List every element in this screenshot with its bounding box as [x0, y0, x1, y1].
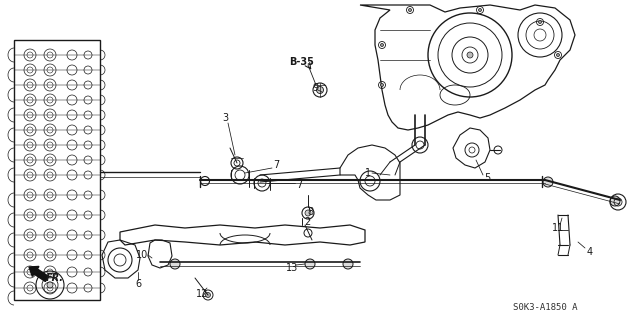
Text: 13: 13 — [286, 263, 298, 273]
Circle shape — [381, 84, 383, 86]
Text: B-35: B-35 — [289, 57, 314, 67]
Text: 7: 7 — [273, 160, 279, 170]
Circle shape — [205, 293, 211, 298]
Circle shape — [479, 9, 481, 11]
Text: 2: 2 — [304, 217, 310, 227]
Text: 6: 6 — [135, 279, 141, 289]
Text: 7: 7 — [296, 180, 302, 190]
Circle shape — [170, 259, 180, 269]
Circle shape — [343, 259, 353, 269]
Circle shape — [305, 259, 315, 269]
Text: 3: 3 — [222, 113, 228, 123]
Circle shape — [47, 282, 53, 288]
Text: 9: 9 — [312, 83, 318, 93]
Circle shape — [381, 43, 383, 47]
Text: 11: 11 — [552, 223, 564, 233]
Circle shape — [538, 20, 541, 24]
FancyArrow shape — [29, 266, 49, 281]
Text: 10: 10 — [136, 250, 148, 260]
Text: 12: 12 — [196, 289, 208, 299]
Text: S0K3-A1850 A: S0K3-A1850 A — [513, 303, 577, 313]
Circle shape — [408, 9, 412, 11]
Text: FR.: FR. — [46, 273, 64, 283]
Text: 1: 1 — [365, 168, 371, 178]
Circle shape — [557, 54, 559, 56]
Circle shape — [610, 196, 620, 206]
Circle shape — [543, 177, 553, 187]
Circle shape — [317, 86, 323, 93]
Circle shape — [467, 52, 473, 58]
Text: 5: 5 — [484, 173, 490, 183]
Text: 8: 8 — [307, 207, 313, 217]
Text: 4: 4 — [587, 247, 593, 257]
Circle shape — [305, 210, 311, 216]
